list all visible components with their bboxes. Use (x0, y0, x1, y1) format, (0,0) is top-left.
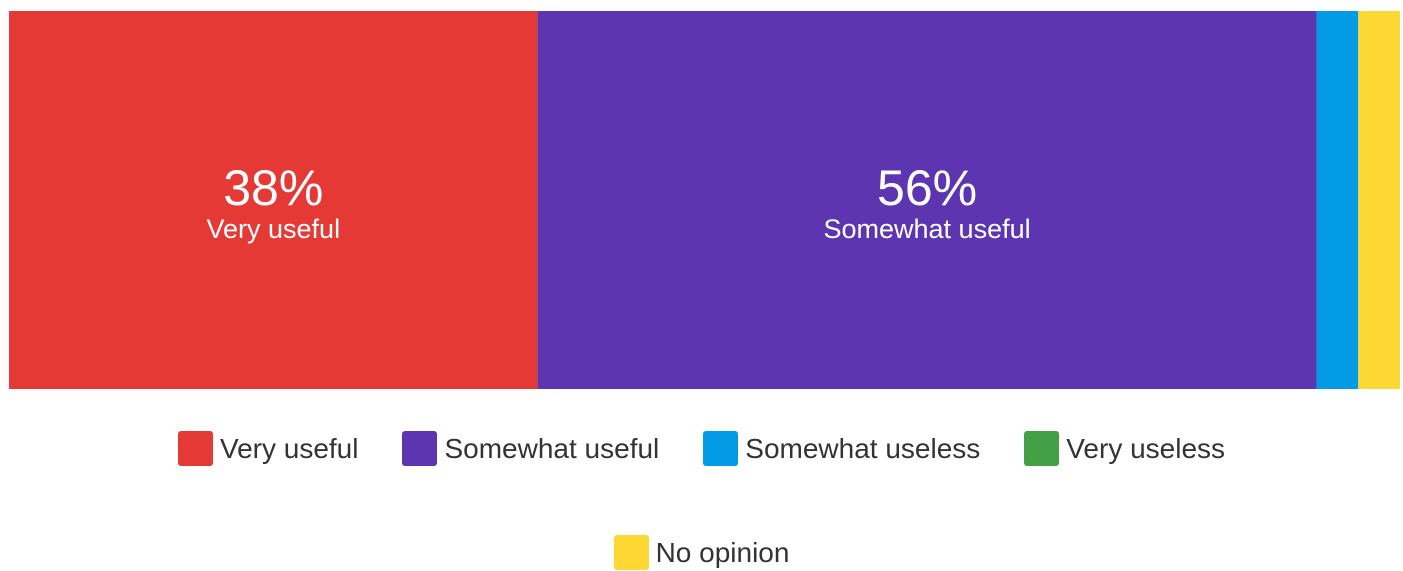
legend-label-very-useless: Very useless (1066, 432, 1226, 464)
legend-swatch-very-useless (1024, 431, 1060, 466)
stacked-bar-chart: 38%Very useful 56%Somewhat useful (9, 11, 1400, 389)
legend-label-somewhat-useful: Somewhat useful (444, 432, 660, 464)
legend-item-very-useful[interactable]: Very useful (177, 431, 359, 466)
legend-label-very-useful: Very useful (219, 432, 359, 464)
bar-segment-somewhat-useless[interactable] (1316, 11, 1359, 389)
chart-legend: Very useful Somewhat useful Somewhat use… (0, 431, 1403, 466)
legend-label-somewhat-useless: Somewhat useless (745, 432, 981, 464)
bar-segment-somewhat-useful[interactable] (537, 11, 1317, 389)
bar-segment-no-opinion[interactable] (1358, 11, 1400, 389)
segment-label-very-useful: Very useful (207, 214, 341, 244)
legend-item-no-opinion[interactable]: No opinion (613, 535, 790, 570)
chart-legend-row-2: No opinion (0, 535, 1403, 570)
legend-swatch-no-opinion (613, 535, 649, 570)
bar-segment-very-useful[interactable] (9, 11, 538, 389)
legend-label-no-opinion: No opinion (655, 536, 790, 568)
segment-label-somewhat-useful: Somewhat useful (823, 214, 1030, 244)
bar-segments (9, 11, 1400, 389)
legend-swatch-somewhat-useless (703, 431, 739, 466)
legend-swatch-very-useful (177, 431, 213, 466)
value-label-very-useful: 38% (223, 160, 323, 216)
legend-item-somewhat-useful[interactable]: Somewhat useful (402, 431, 659, 466)
value-label-somewhat-useful: 56% (877, 160, 977, 216)
legend-swatch-somewhat-useful (402, 431, 438, 466)
segment-labels: 38%Very useful 56%Somewhat useful (207, 160, 1031, 244)
legend-item-somewhat-useless[interactable]: Somewhat useless (703, 431, 980, 466)
legend-item-very-useless[interactable]: Very useless (1024, 431, 1225, 466)
